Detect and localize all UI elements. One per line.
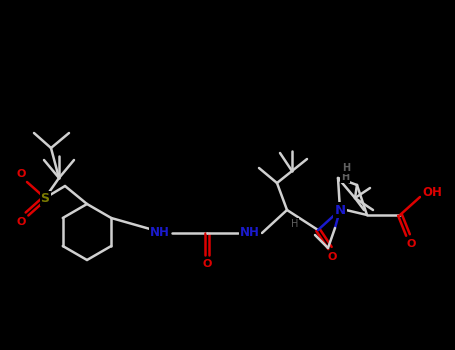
Text: OH: OH <box>422 186 442 198</box>
Text: H: H <box>291 219 298 229</box>
Text: O: O <box>16 217 25 227</box>
Text: O: O <box>202 259 212 269</box>
Text: N: N <box>334 203 345 217</box>
Text: H: H <box>341 172 349 182</box>
Text: O: O <box>16 169 25 179</box>
Text: O: O <box>406 239 416 249</box>
Text: NH: NH <box>240 226 260 239</box>
Text: NH: NH <box>150 226 170 239</box>
Text: S: S <box>40 191 50 204</box>
Text: O: O <box>327 252 337 262</box>
Text: H: H <box>342 163 350 173</box>
